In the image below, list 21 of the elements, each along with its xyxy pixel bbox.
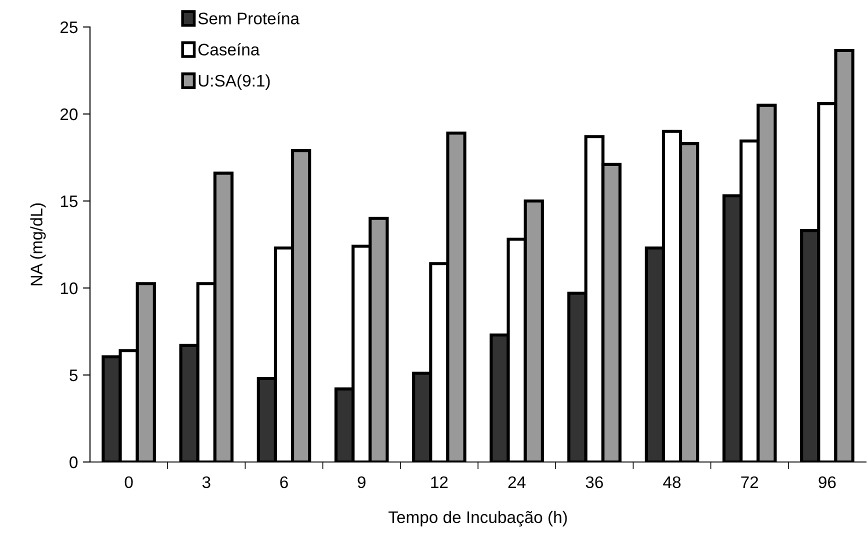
x-tick-label: 6	[280, 476, 288, 488]
x-tick-label: 12	[431, 476, 448, 488]
x-tick-label: 96	[818, 476, 836, 488]
x-tick-label: 72	[741, 476, 758, 488]
y-axis-title: NA (mg/dL)	[30, 203, 46, 286]
y-tick-label: 20	[60, 108, 78, 120]
y-tick-label: 15	[60, 196, 78, 208]
x-tick-label: 0	[124, 476, 133, 488]
y-tick-label: 0	[70, 456, 78, 468]
x-axis-title: Tempo de Incubação (h)	[388, 510, 567, 526]
y-tick-label: 25	[60, 21, 78, 34]
y-tick-label: 5	[70, 370, 78, 382]
x-tick-label: 3	[202, 476, 210, 488]
x-tick-label: 36	[586, 476, 603, 488]
x-tick-label: 9	[358, 476, 366, 488]
legend-label: Sem Proteína	[198, 12, 300, 24]
x-tick-label: 48	[663, 476, 681, 488]
legend-label: U:SA(9:1)	[198, 74, 270, 90]
y-tick-label: 10	[60, 282, 78, 294]
legend-label: Caseína	[198, 43, 260, 56]
x-tick-label: 24	[508, 476, 526, 488]
